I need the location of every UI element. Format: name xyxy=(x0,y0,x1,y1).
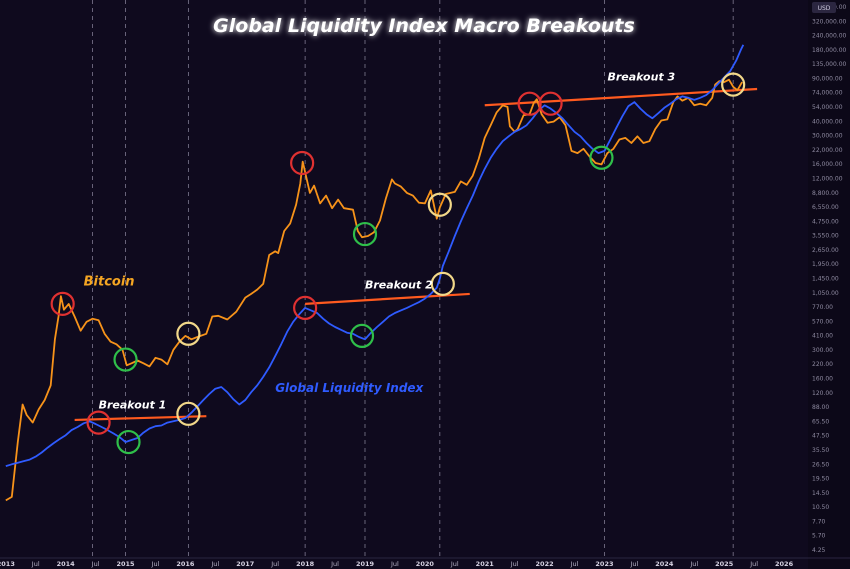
breakout-marker-circle xyxy=(427,192,452,217)
breakout-marker-circle xyxy=(176,321,201,346)
y-axis-tick-label: 1,450.00 xyxy=(812,276,839,283)
y-axis-tick-label: 8,800.00 xyxy=(812,190,839,197)
price-axis-panel xyxy=(808,0,850,569)
y-axis-tick-label: 1,050.00 xyxy=(812,290,839,297)
x-axis-tick-label: 2026 xyxy=(775,560,794,568)
y-axis-tick-label: 120.00 xyxy=(812,390,833,397)
breakout-marker-circle xyxy=(176,401,201,426)
top-marker-circle xyxy=(290,150,315,176)
y-axis-tick-label: 300.00 xyxy=(812,347,833,354)
bottom-marker-circle xyxy=(116,429,141,455)
x-axis-tick-label: Jul xyxy=(390,560,399,568)
y-axis-tick-label: 19.50 xyxy=(812,476,829,483)
x-axis-tick-label: Jul xyxy=(570,560,579,568)
annotation-label: Bitcoin xyxy=(84,275,135,290)
x-axis-tick-label: Jul xyxy=(689,560,698,568)
x-axis-tick-label: Jul xyxy=(270,560,279,568)
y-axis-tick-label: 180,000.00 xyxy=(812,47,847,54)
bottom-marker-circle xyxy=(589,145,614,170)
chart-title: Global Liquidity Index Macro Breakouts xyxy=(213,15,635,37)
y-axis-tick-label: 135,000.00 xyxy=(812,61,847,68)
x-axis-tick-label: Jul xyxy=(31,560,40,568)
x-axis-tick-label: 2013 xyxy=(0,560,15,568)
y-axis-tick-label: 26.50 xyxy=(812,461,829,468)
annotation-label: Global Liquidity Index xyxy=(275,381,424,395)
bottom-marker-circle xyxy=(113,347,138,372)
x-axis-tick-label: Jul xyxy=(450,560,459,568)
bottom-marker-circle xyxy=(349,323,375,349)
y-axis-tick-label: 35.50 xyxy=(812,447,829,454)
global-liquidity-index-line xyxy=(5,44,745,467)
x-axis-tick-label: Jul xyxy=(330,560,339,568)
top-marker-circle xyxy=(293,295,318,320)
x-axis-tick-label: 2024 xyxy=(655,560,674,568)
x-axis-tick-label: Jul xyxy=(210,560,219,568)
y-axis-tick-label: 410.00 xyxy=(812,333,833,340)
y-axis-tick-label: 22,000.00 xyxy=(812,147,843,154)
y-axis-tick-label: 54,000.00 xyxy=(812,104,843,111)
x-axis-tick-label: 2023 xyxy=(595,560,613,568)
y-axis-tick-label: 1,950.00 xyxy=(812,261,839,268)
x-axis-tick-label: 2017 xyxy=(236,560,254,568)
top-marker-circle xyxy=(50,291,75,316)
y-axis-tick-label: 320,000.00 xyxy=(812,18,847,25)
breakout-marker-circle xyxy=(721,72,746,97)
y-axis-tick-label: 12,000.00 xyxy=(812,175,843,182)
y-axis-tick-label: 90,000.00 xyxy=(812,75,843,82)
y-axis-tick-label: 4,750.00 xyxy=(812,218,839,225)
y-axis-tick-label: 6,550.00 xyxy=(812,204,839,211)
y-axis-tick-label: 88.00 xyxy=(812,404,829,411)
x-axis-tick-label: 2020 xyxy=(416,560,435,568)
y-axis-tick-label: 5.70 xyxy=(812,533,826,540)
x-axis-tick-label: Jul xyxy=(151,560,160,568)
annotation-label: Breakout 1 xyxy=(99,398,167,411)
y-axis-tick-label: 2,650.00 xyxy=(812,247,839,254)
x-axis-tick-label: 2021 xyxy=(476,560,495,568)
y-axis-tick-label: 65.50 xyxy=(812,418,829,425)
y-axis-tick-label: 3,550.00 xyxy=(812,233,839,240)
y-axis-tick-label: 7.70 xyxy=(812,518,826,525)
breakout-trendline xyxy=(74,415,207,422)
y-axis-tick-label: 570.00 xyxy=(812,318,833,325)
x-axis-tick-label: Jul xyxy=(749,560,758,568)
y-axis-tick-label: 220.00 xyxy=(812,361,833,368)
y-axis-tick-label: 30,000.00 xyxy=(812,133,843,140)
x-axis-tick-label: 2025 xyxy=(715,560,734,568)
top-marker-circle xyxy=(86,410,111,435)
x-axis-tick-label: Jul xyxy=(629,560,638,568)
breakout-marker-circle xyxy=(430,271,455,296)
annotation-label: Breakout 3 xyxy=(607,71,675,84)
x-axis-tick-label: 2019 xyxy=(356,560,375,568)
y-axis-tick-label: 770.00 xyxy=(812,304,833,311)
x-axis-tick-label: 2015 xyxy=(116,560,135,568)
currency-badge-bg xyxy=(812,2,836,13)
y-axis-tick-label: 16,000.00 xyxy=(812,161,843,168)
y-axis-tick-label: 4.25 xyxy=(812,547,826,554)
bottom-marker-circle xyxy=(352,221,378,247)
currency-badge[interactable]: USD xyxy=(818,5,831,12)
x-axis-tick-label: Jul xyxy=(91,560,100,568)
x-axis-tick-label: 2022 xyxy=(536,560,554,568)
x-axis-tick-label: 2018 xyxy=(296,560,315,568)
y-axis-tick-label: 74,000.00 xyxy=(812,90,843,97)
x-axis-tick-label: 2014 xyxy=(57,560,76,568)
annotation-label: Breakout 2 xyxy=(365,278,433,291)
x-axis-tick-label: 2016 xyxy=(176,560,195,568)
y-axis-tick-label: 40,000.00 xyxy=(812,118,843,125)
y-axis-tick-label: 47.50 xyxy=(812,433,829,440)
y-axis-tick-label: 10.50 xyxy=(812,504,829,511)
y-axis-tick-label: 160.00 xyxy=(812,376,833,383)
y-axis-tick-label: 240,000.00 xyxy=(812,33,847,40)
x-axis-tick-label: Jul xyxy=(510,560,519,568)
y-axis-tick-label: 14.50 xyxy=(812,490,829,497)
top-marker-circle xyxy=(538,91,563,116)
